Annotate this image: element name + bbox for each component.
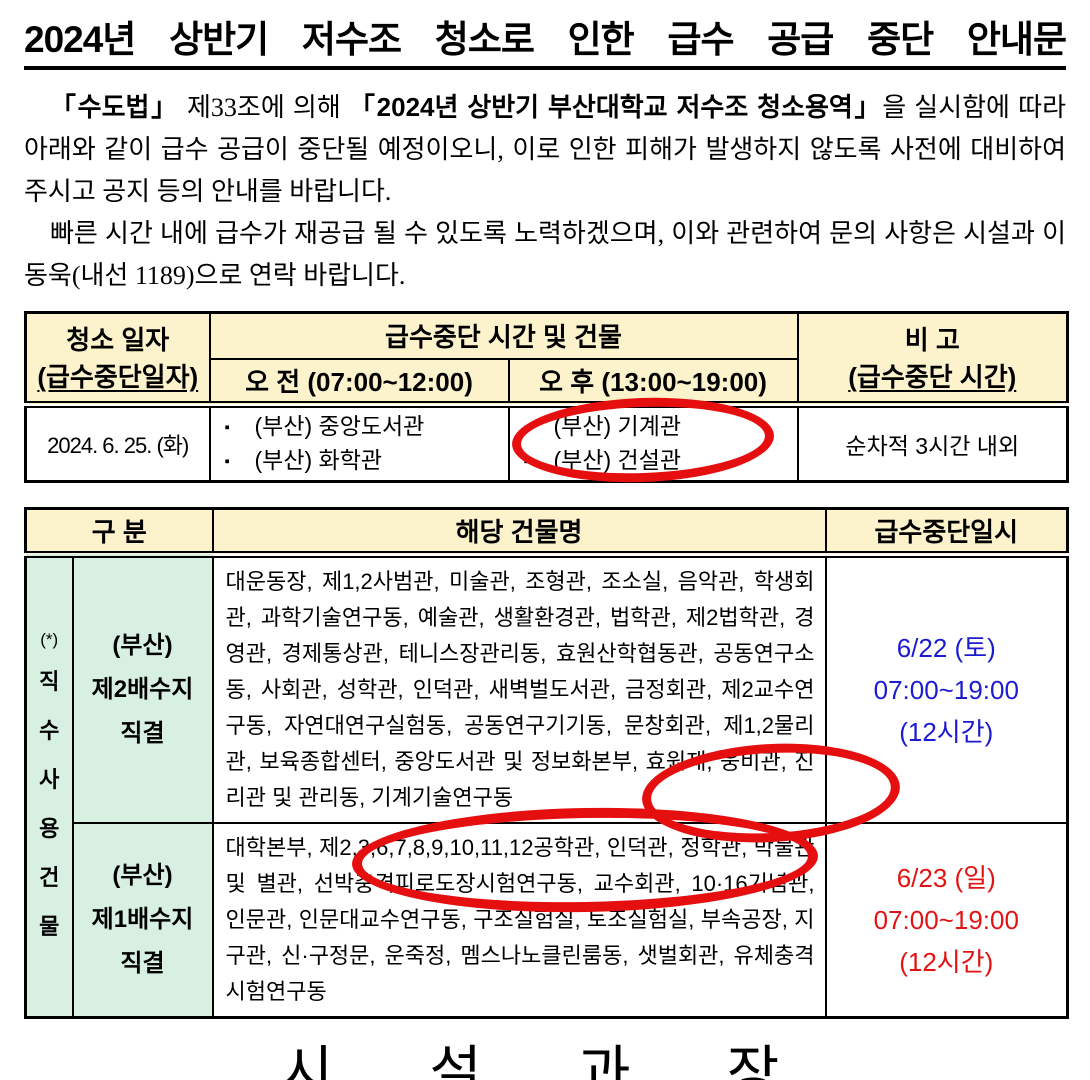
square-bullet-icon: ▪: [224, 452, 230, 470]
header-clean-date: 청소 일자 (급수중단일자): [24, 311, 211, 408]
header-morning: 오 전 (07:00~12:00): [208, 357, 510, 408]
morning-item-1: (부산) 중앙도서관: [254, 412, 425, 439]
table-row: (부산) 제1배수지 직결 대학본부, 제2,3,6,7,8,9,10,11,1…: [26, 821, 1069, 1019]
square-bullet-icon: ▪: [224, 418, 230, 436]
side-label-text: 직 수 사 용 건 물: [39, 668, 60, 939]
header-note-line2: (급수중단 시간): [848, 362, 1017, 393]
page-title: 2024년 상반기 저수조 청소로 인한 급수 공급 중단 안내문: [24, 16, 1067, 71]
datetime-1: 6/22 (토) 07:00~19:00 (12시간): [824, 553, 1069, 824]
header-note-line1: 비 고: [904, 325, 960, 356]
list-item: ▪ (부산) 중앙도서관: [225, 410, 506, 444]
signature-facilities-director: 시 설 과 장: [280, 1041, 810, 1080]
header-clean-date-line2: (급수중단일자): [37, 362, 199, 393]
service-name: 「2024년 상반기 부산대학교 저수조 청소용역」: [348, 92, 883, 123]
header-afternoon: 오 후 (13:00~19:00): [507, 357, 799, 408]
header-category: 구 분: [24, 507, 214, 558]
afternoon-item-1: (부산) 기계관: [553, 412, 682, 439]
intro-paragraphs: 「수도법」 제33조에 의해 「2024년 상반기 부산대학교 저수조 청소용역…: [24, 86, 1066, 297]
category-reservoir-1: (부산) 제1배수지 직결: [71, 821, 214, 1019]
table-row: (*) 직 수 사 용 건 물 (부산) 제2배수지 직결 대운동장, 제1,2…: [24, 553, 1069, 1019]
afternoon-buildings: ▪ (부산) 기계관 ▪ (부산) 건설관: [507, 403, 799, 483]
intro-paragraph-2: 빠른 시간 내에 급수가 재공급 될 수 있도록 노력하겠으며, 이와 관련하여…: [24, 219, 1066, 291]
building-table: 구 분 해당 건물명 급수중단일시 (*) 직 수 사 용 건 물 (부산) 제…: [24, 506, 1070, 1019]
law-name: 「수도법」: [50, 92, 179, 123]
category-reservoir-2: (부산) 제2배수지 직결: [71, 553, 214, 824]
side-label-direct-use: (*) 직 수 사 용 건 물: [24, 553, 74, 1019]
intro-text-2: 을 실시함에 따라 아래와 같이 급수 공급이 중단될 예정이오니, 이로 인한…: [24, 93, 1066, 207]
schedule-date: 2024. 6. 25. (화): [24, 403, 211, 483]
datetime-2: 6/23 (일) 07:00~19:00 (12시간): [824, 821, 1069, 1019]
square-bullet-icon: ▪: [523, 452, 529, 470]
side-label-star: (*): [40, 629, 59, 649]
buildings-list-1: 대운동장, 제1,2사범관, 미술관, 조형관, 조소실, 음악관, 학생회관,…: [211, 553, 827, 824]
schedule-note: 순차적 3시간 내외: [796, 403, 1069, 483]
square-bullet-icon: ▪: [523, 418, 529, 436]
intro-paragraph-1: 「수도법」 제33조에 의해 「2024년 상반기 부산대학교 저수조 청소용역…: [24, 86, 1066, 213]
list-item: ▪ (부산) 화학관: [225, 444, 506, 478]
schedule-table: 청소 일자 (급수중단일자) 급수중단 시간 및 건물 비 고 (급수중단 시간…: [24, 311, 1070, 483]
buildings-list-2: 대학본부, 제2,3,6,7,8,9,10,11,12공학관, 인덕관, 정학관…: [211, 821, 827, 1019]
header-buildings: 해당 건물명: [211, 507, 827, 558]
header-datetime: 급수중단일시: [824, 507, 1069, 558]
header-clean-date-line1: 청소 일자: [66, 325, 170, 356]
morning-buildings: ▪ (부산) 중앙도서관 ▪ (부산) 화학관: [208, 403, 510, 483]
header-time-building: 급수중단 시간 및 건물: [208, 311, 799, 360]
list-item: ▪ (부산) 건설관: [524, 444, 795, 478]
schedule-row: 2024. 6. 25. (화) ▪ (부산) 중앙도서관 ▪ (부산) 화학관 ▪…: [24, 403, 1069, 483]
intro-text-1: 제33조에 의해: [178, 93, 349, 123]
morning-item-2: (부산) 화학관: [254, 446, 383, 473]
afternoon-item-2: (부산) 건설관: [553, 446, 682, 473]
list-item: ▪ (부산) 기계관: [524, 410, 795, 444]
header-note: 비 고 (급수중단 시간): [796, 311, 1069, 408]
